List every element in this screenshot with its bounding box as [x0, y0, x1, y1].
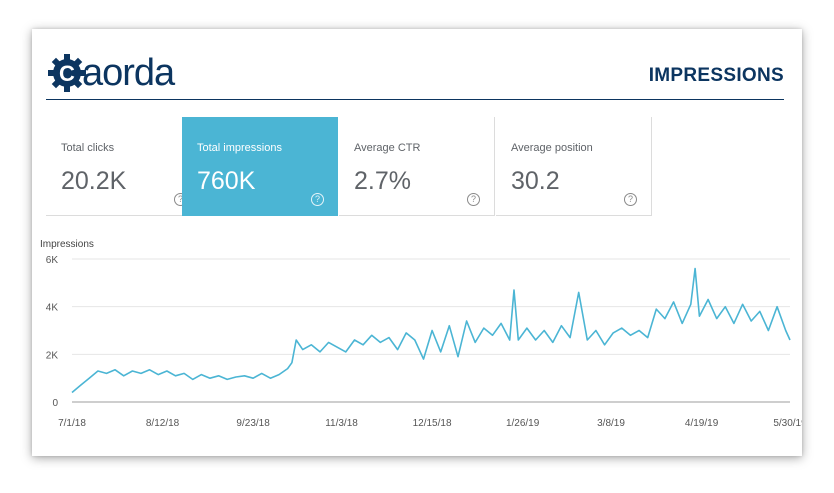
logo-letter: C	[59, 61, 75, 86]
x-tick-label: 3/8/19	[597, 418, 625, 429]
metric-tile-average-position[interactable]: Average position 30.2 ?	[496, 117, 652, 216]
x-tick-label: 11/3/18	[325, 418, 358, 429]
metric-value: 30.2	[511, 167, 560, 195]
report-card: C aorda IMPRESSIONS Total clicks 20.2K ?…	[32, 29, 802, 456]
impressions-chart: Impressions 0 2K 4K 6K 7/1/18 8/12/18 9/23/18…	[40, 239, 802, 429]
metric-tile-average-ctr[interactable]: Average CTR 2.7% ?	[339, 117, 495, 216]
metric-label: Total impressions	[197, 142, 282, 154]
y-tick-label: 4K	[46, 303, 59, 314]
y-tick-label: 0	[52, 398, 58, 409]
metric-label: Average position	[511, 142, 593, 154]
x-tick-label: 8/12/18	[146, 418, 180, 429]
x-tick-label: 7/1/18	[58, 418, 86, 429]
help-icon[interactable]: ?	[467, 193, 480, 206]
y-axis-title: Impressions	[40, 239, 94, 250]
metric-tile-total-clicks[interactable]: Total clicks 20.2K ?	[46, 117, 202, 216]
metric-value: 20.2K	[61, 167, 127, 195]
series-line-impressions	[71, 267, 791, 394]
metric-value: 2.7%	[354, 167, 411, 195]
help-icon[interactable]: ?	[311, 193, 324, 206]
x-tick-label: 9/23/18	[236, 418, 270, 429]
chart-grid	[72, 258, 790, 403]
y-tick-label: 6K	[46, 255, 59, 266]
metric-tile-total-impressions[interactable]: Total impressions 760K ?	[182, 117, 338, 216]
brand-logo: C aorda	[46, 47, 175, 99]
logo-gear-icon: C	[48, 54, 86, 92]
y-axis-ticks: 0 2K 4K 6K	[46, 255, 59, 409]
x-tick-label: 12/15/18	[413, 418, 452, 429]
metric-value: 760K	[197, 167, 256, 195]
y-tick-label: 2K	[46, 350, 59, 361]
metric-label: Average CTR	[354, 142, 421, 154]
header-divider	[46, 99, 784, 100]
x-tick-label: 5/30/19	[773, 418, 802, 429]
logo-wordmark: aorda	[82, 52, 175, 94]
metric-label: Total clicks	[61, 142, 115, 154]
chart-series	[71, 267, 791, 394]
x-tick-label: 4/19/19	[685, 418, 719, 429]
page-title: IMPRESSIONS	[648, 65, 784, 86]
help-icon[interactable]: ?	[624, 193, 637, 206]
x-axis-ticks: 7/1/18 8/12/18 9/23/18 11/3/18 12/15/18 1/26/…	[58, 418, 802, 429]
x-tick-label: 1/26/19	[506, 418, 540, 429]
